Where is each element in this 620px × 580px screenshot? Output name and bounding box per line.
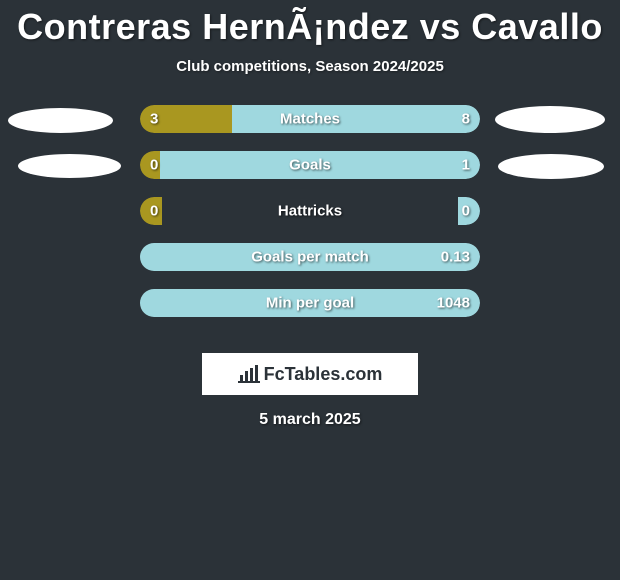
stat-value-left: 0 <box>150 203 158 220</box>
stat-row: 1048 Min per goal <box>0 289 620 335</box>
stat-name: Min per goal <box>266 295 354 312</box>
player-marker-left <box>18 154 121 178</box>
stat-name: Matches <box>280 111 340 128</box>
stat-value-left: 3 <box>150 111 158 128</box>
stat-row: 0 0 Hattricks <box>0 197 620 243</box>
stat-value-right: 0 <box>462 203 470 220</box>
page-subtitle: Club competitions, Season 2024/2025 <box>0 58 620 75</box>
stat-row: 0 1 Goals <box>0 151 620 197</box>
logo-box: FcTables.com <box>202 353 418 395</box>
stat-bar: 3 8 Matches <box>140 105 480 133</box>
page-title: Contreras HernÃ¡ndez vs Cavallo <box>0 0 620 48</box>
stat-name: Hattricks <box>278 203 342 220</box>
bar-chart-icon <box>238 365 260 383</box>
stat-name: Goals per match <box>251 249 369 266</box>
date-label: 5 march 2025 <box>0 411 620 429</box>
player-marker-left <box>8 108 113 133</box>
stat-bar: 0 0 Hattricks <box>140 197 480 225</box>
stat-value-left: 0 <box>150 157 158 174</box>
stat-value-right: 0.13 <box>441 249 470 266</box>
comparison-chart: 3 8 Matches 0 1 Goals 0 0 Hattricks 0.13 Goals per… <box>0 105 620 335</box>
stat-value-right: 1048 <box>437 295 470 312</box>
logo: FcTables.com <box>238 364 383 385</box>
stat-bar: 1048 Min per goal <box>140 289 480 317</box>
stat-value-right: 8 <box>462 111 470 128</box>
stat-bar-right <box>232 105 480 133</box>
stat-row: 0.13 Goals per match <box>0 243 620 289</box>
stat-bar: 0 1 Goals <box>140 151 480 179</box>
player-marker-right <box>495 106 605 133</box>
stat-row: 3 8 Matches <box>0 105 620 151</box>
stat-bar: 0.13 Goals per match <box>140 243 480 271</box>
player-marker-right <box>498 154 604 179</box>
logo-text: FcTables.com <box>264 364 383 385</box>
stat-value-right: 1 <box>462 157 470 174</box>
stat-name: Goals <box>289 157 331 174</box>
